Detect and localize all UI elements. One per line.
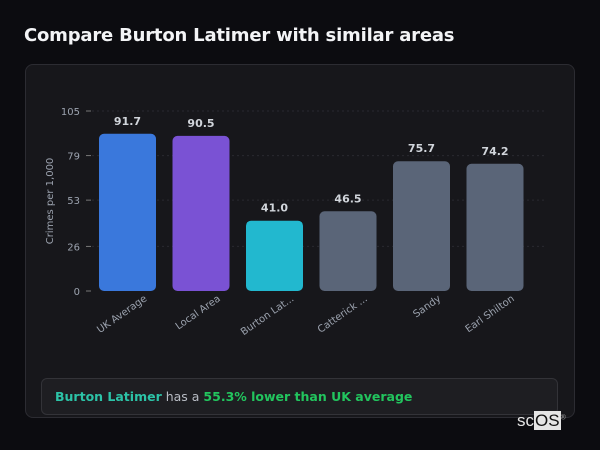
summary-text: has a (161, 389, 204, 404)
scos-logo: scOS® (517, 411, 566, 430)
bar-0 (99, 133, 156, 291)
summary-stat: 55.3% lower than UK average (203, 389, 413, 404)
data-label: 90.5 (187, 117, 214, 130)
page-title: Compare Burton Latimer with similar area… (24, 25, 455, 46)
y-axis-label: Crimes per 1,000 (45, 158, 56, 245)
summary-box: Burton Latimer has a 55.3% lower than UK… (41, 378, 558, 415)
x-tick-label: Sandy (411, 293, 443, 320)
data-label: 75.7 (408, 142, 435, 155)
bar-4 (393, 161, 450, 291)
y-tick-label: 26 (67, 242, 80, 253)
y-tick-label: 53 (67, 196, 80, 207)
x-tick-label: UK Average (95, 293, 149, 335)
bar-1 (172, 135, 230, 291)
y-tick-label: 105 (61, 107, 80, 118)
x-tick-label: Catterick ... (316, 293, 370, 335)
bar-5 (466, 163, 524, 291)
data-label: 74.2 (481, 145, 508, 158)
y-tick-label: 79 (67, 152, 80, 163)
x-tick-label: Burton Lat... (239, 293, 296, 338)
data-label: 41.0 (261, 202, 288, 215)
x-tick-label: Earl Shilton (464, 293, 517, 335)
summary-place: Burton Latimer (55, 389, 162, 404)
y-tick-label: 0 (74, 287, 80, 298)
bar-3 (319, 211, 377, 291)
x-tick-label: Local Area (174, 293, 223, 332)
data-label: 91.7 (114, 115, 141, 128)
data-label: 46.5 (334, 192, 361, 205)
bar-2 (246, 220, 303, 291)
